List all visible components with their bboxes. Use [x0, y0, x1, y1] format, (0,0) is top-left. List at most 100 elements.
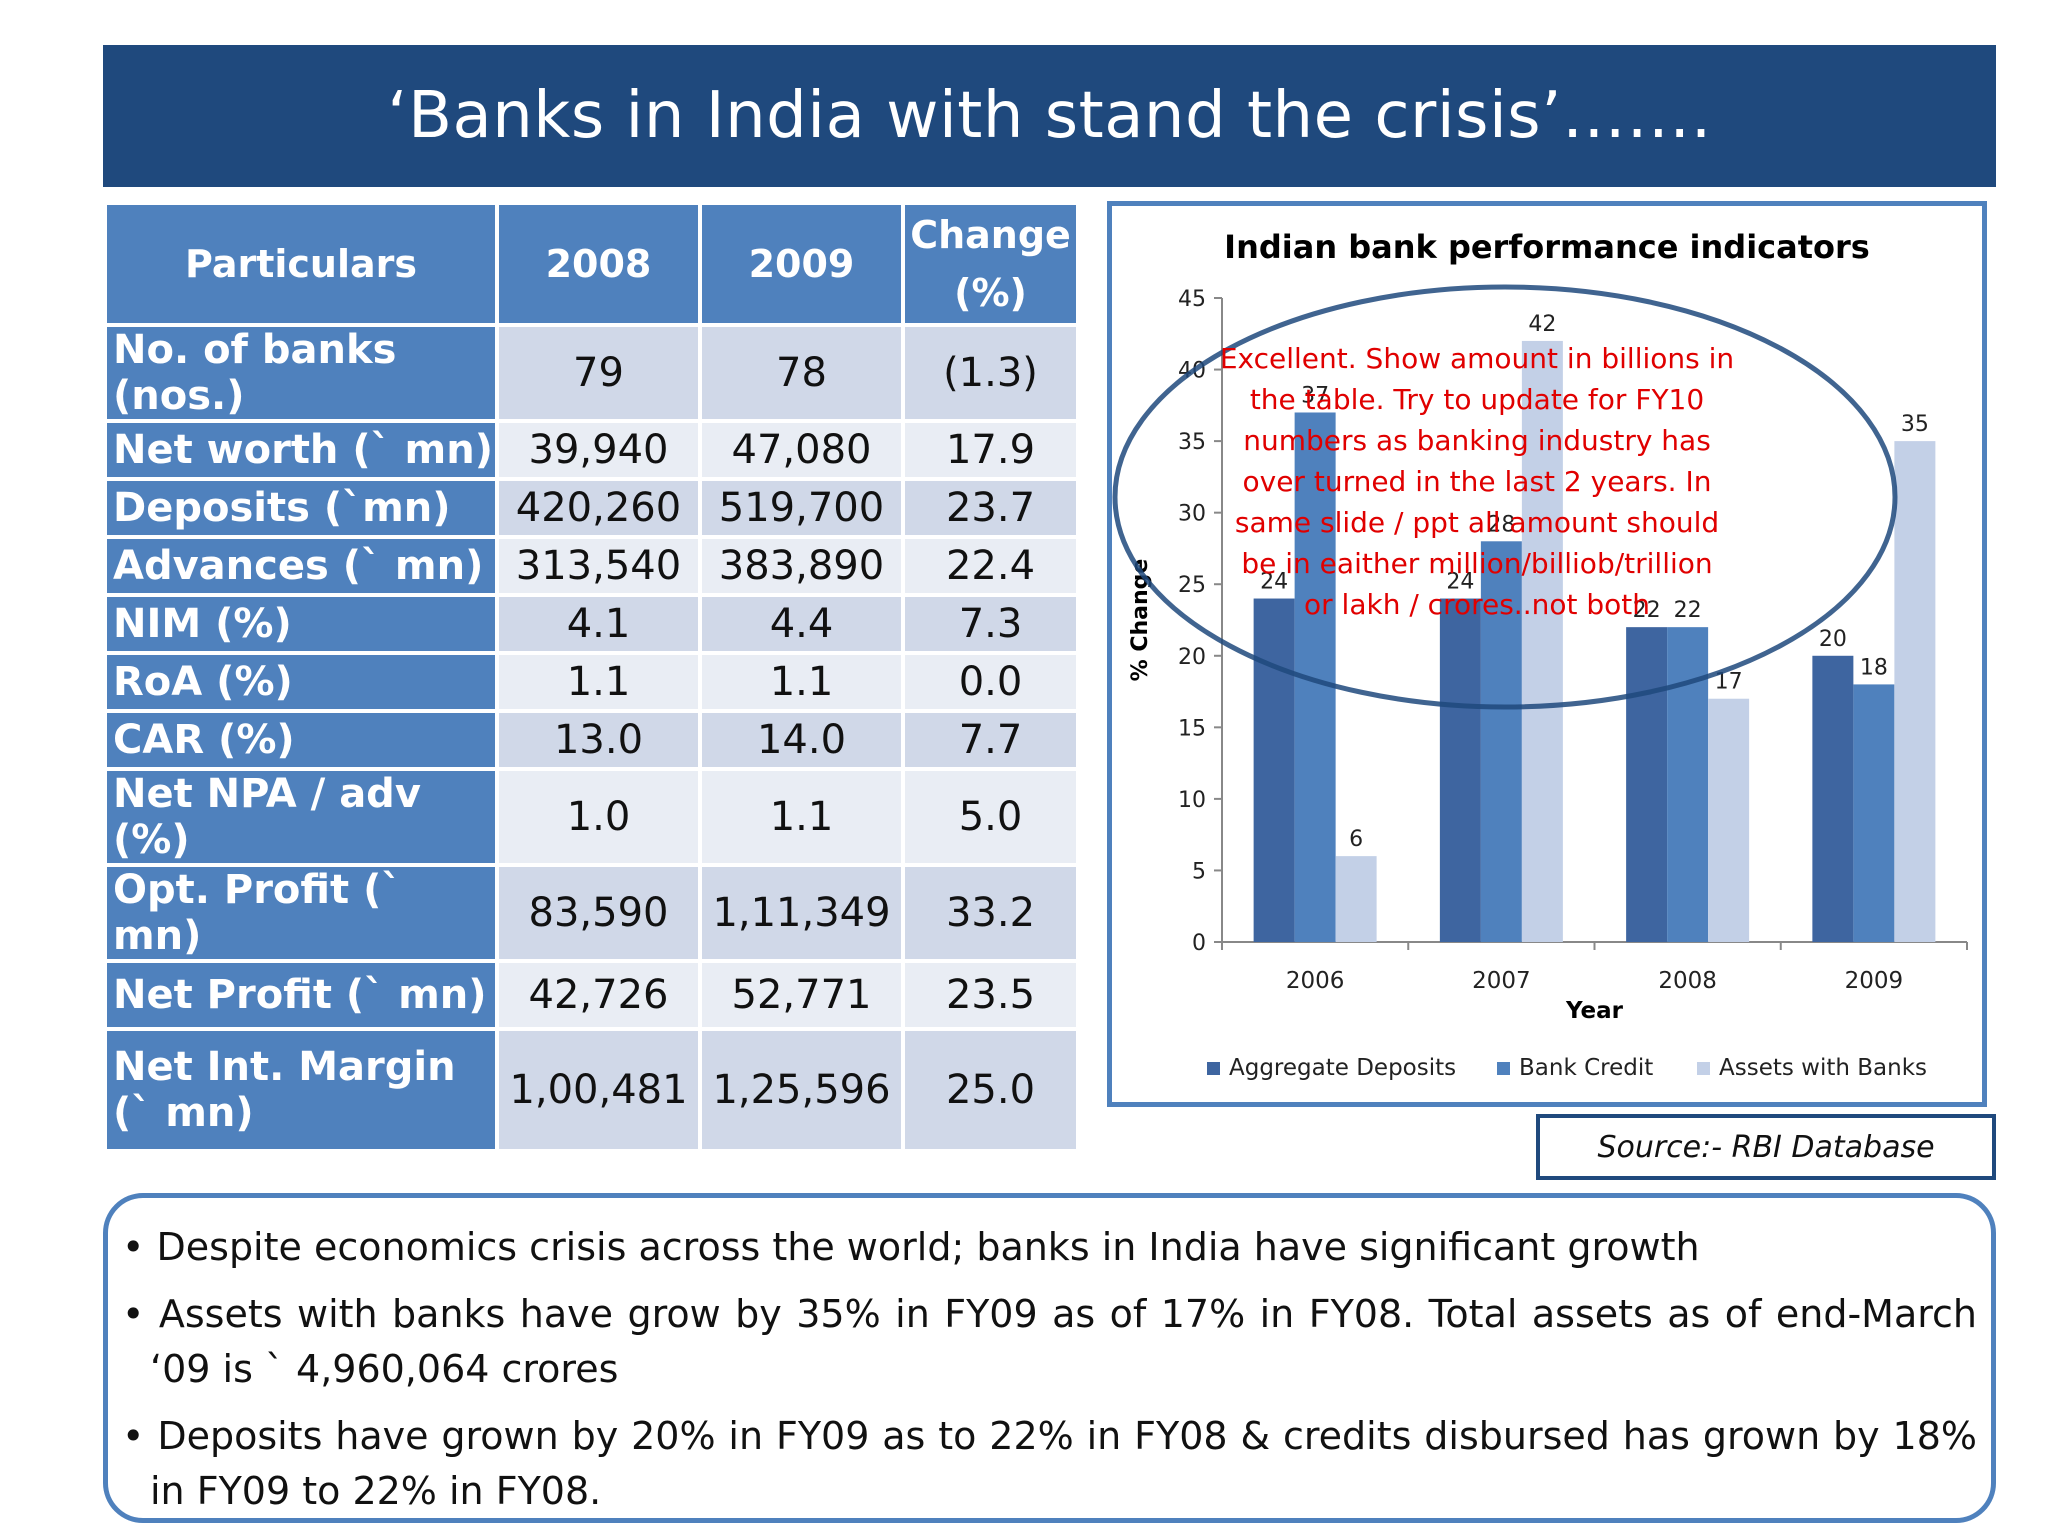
x-tick-label: 2006: [1286, 968, 1345, 994]
table-cell: 1.1: [698, 767, 905, 867]
y-tick-label: 5: [1192, 859, 1206, 884]
bullet-item: • Deposits have grown by 20% in FY09 as …: [122, 1414, 1978, 1513]
y-tick-label: 15: [1178, 716, 1206, 741]
data-label: 42: [1528, 312, 1556, 337]
chart-title: Indian bank performance indicators: [1224, 228, 1870, 266]
data-label: 35: [1901, 412, 1929, 437]
bar-chart: Indian bank performance indicators 0 5 10 15…: [1112, 228, 1968, 1081]
table-cell: 23.7: [901, 477, 1080, 539]
legend-swatch: [1207, 1062, 1220, 1075]
highlight-ellipse: [1112, 284, 1898, 710]
row-label: Net NPA / adv (%): [103, 767, 499, 867]
bar: [1521, 340, 1563, 942]
header-2008: 2008: [495, 201, 702, 327]
table-cell: 79: [495, 323, 702, 423]
legend-swatch: [1497, 1062, 1510, 1075]
bar: [1667, 627, 1709, 942]
table-row: No. of banks (nos.) 79 78 (1.3): [103, 323, 1080, 423]
row-label: Net worth (` mn): [103, 419, 499, 481]
table-cell: 52,771: [698, 959, 905, 1031]
header-2009: 2009: [698, 201, 905, 327]
data-label: 18: [1860, 655, 1888, 680]
table-row: Opt. Profit (` mn) 83,590 1,11,349 33.2: [103, 863, 1080, 963]
slide-title: ‘Banks in India with stand the crisis’………: [387, 79, 1712, 153]
chart-panel: Indian bank performance indicators 0 5 10 15…: [1107, 201, 1987, 1107]
data-label: 22: [1674, 598, 1702, 623]
bar: [1708, 698, 1750, 942]
review-comment-line: same slide / ppt all amount should: [1235, 506, 1719, 539]
review-comment-line: numbers as banking industry has: [1243, 424, 1711, 457]
data-label: 24: [1260, 570, 1288, 595]
table-cell: 4.1: [495, 593, 702, 655]
y-tick-label: 35: [1178, 430, 1206, 455]
table-cell: 14.0: [698, 709, 905, 771]
table-cell: 39,940: [495, 419, 702, 481]
table-row: Deposits (`mn) 420,260 519,700 23.7: [103, 477, 1080, 539]
bar: [1853, 684, 1895, 942]
bullet-item: • Despite economics crisis across the wo…: [122, 1225, 1700, 1269]
header-change: Change (%): [901, 201, 1080, 327]
bullet-item: • Assets with banks have grow by 35% in …: [122, 1292, 1978, 1391]
table-cell: (1.3): [901, 323, 1080, 423]
table-row: RoA (%) 1.1 1.1 0.0: [103, 651, 1080, 713]
data-label: 37: [1301, 383, 1329, 408]
review-comment-line: or lakh / crores..not both: [1304, 588, 1650, 621]
bar: [1894, 441, 1936, 942]
table-cell: 5.0: [901, 767, 1080, 867]
table-cell: 383,890: [698, 535, 905, 597]
data-label: 20: [1819, 627, 1847, 652]
table-cell: 7.7: [901, 709, 1080, 771]
table-row: Net Int. Margin (` mn) 1,00,481 1,25,596 25…: [103, 1027, 1080, 1153]
x-tick-label: 2007: [1472, 968, 1531, 994]
row-label: RoA (%): [103, 651, 499, 713]
x-tick-label: 2009: [1845, 968, 1904, 994]
table-cell: 22.4: [901, 535, 1080, 597]
y-tick-label: 30: [1178, 502, 1206, 527]
summary-bullets: • Despite economics crisis across the wo…: [103, 1193, 1996, 1523]
data-label: 24: [1446, 570, 1474, 595]
bar: [1812, 655, 1854, 942]
review-comment-line: over turned in the last 2 years. In: [1243, 465, 1712, 498]
bar: [1626, 627, 1668, 942]
data-label: 22: [1633, 598, 1661, 623]
table-row: Net worth (` mn) 39,940 47,080 17.9: [103, 419, 1080, 481]
table-cell: 78: [698, 323, 905, 423]
slide-title-bar: ‘Banks in India with stand the crisis’………: [103, 45, 1996, 187]
table-cell: 313,540: [495, 535, 702, 597]
row-label: CAR (%): [103, 709, 499, 771]
table-row: Advances (` mn) 313,540 383,890 22.4: [103, 535, 1080, 597]
review-comment-line: be in eaither million/billiob/trillion: [1241, 547, 1712, 580]
bar: [1439, 598, 1481, 942]
y-tick-label: 25: [1178, 573, 1206, 598]
table-cell: 7.3: [901, 593, 1080, 655]
table-cell: 4.4: [698, 593, 905, 655]
bar: [1335, 856, 1377, 942]
source-note: Source:- RBI Database: [1536, 1114, 1996, 1180]
table-cell: 13.0: [495, 709, 702, 771]
legend-swatch: [1697, 1062, 1710, 1075]
x-tick-label: 2008: [1658, 968, 1717, 994]
row-label: Net Profit (` mn): [103, 959, 499, 1031]
table-cell: 519,700: [698, 477, 905, 539]
table-cell: 0.0: [901, 651, 1080, 713]
y-tick-label: 0: [1192, 931, 1206, 956]
row-label: No. of banks (nos.): [103, 323, 499, 423]
table-cell: 17.9: [901, 419, 1080, 481]
review-comment-line: the table. Try to update for FY10: [1250, 383, 1704, 416]
data-label: 28: [1487, 512, 1515, 537]
header-particulars: Particulars: [103, 201, 499, 327]
y-tick-label: 10: [1178, 788, 1206, 813]
table-cell: 1,25,596: [698, 1027, 905, 1153]
row-label: Opt. Profit (` mn): [103, 863, 499, 963]
table-cell: 420,260: [495, 477, 702, 539]
y-tick-label: 45: [1178, 287, 1206, 312]
table-cell: 1.0: [495, 767, 702, 867]
row-label: NIM (%): [103, 593, 499, 655]
y-tick-label: 20: [1178, 645, 1206, 670]
table-row: NIM (%) 4.1 4.4 7.3: [103, 593, 1080, 655]
row-label: Deposits (`mn): [103, 477, 499, 539]
legend-label: Aggregate Deposits: [1229, 1055, 1456, 1081]
bar: [1480, 541, 1522, 942]
table-row: Net Profit (` mn) 42,726 52,771 23.5: [103, 959, 1080, 1031]
table-cell: 1,00,481: [495, 1027, 702, 1153]
